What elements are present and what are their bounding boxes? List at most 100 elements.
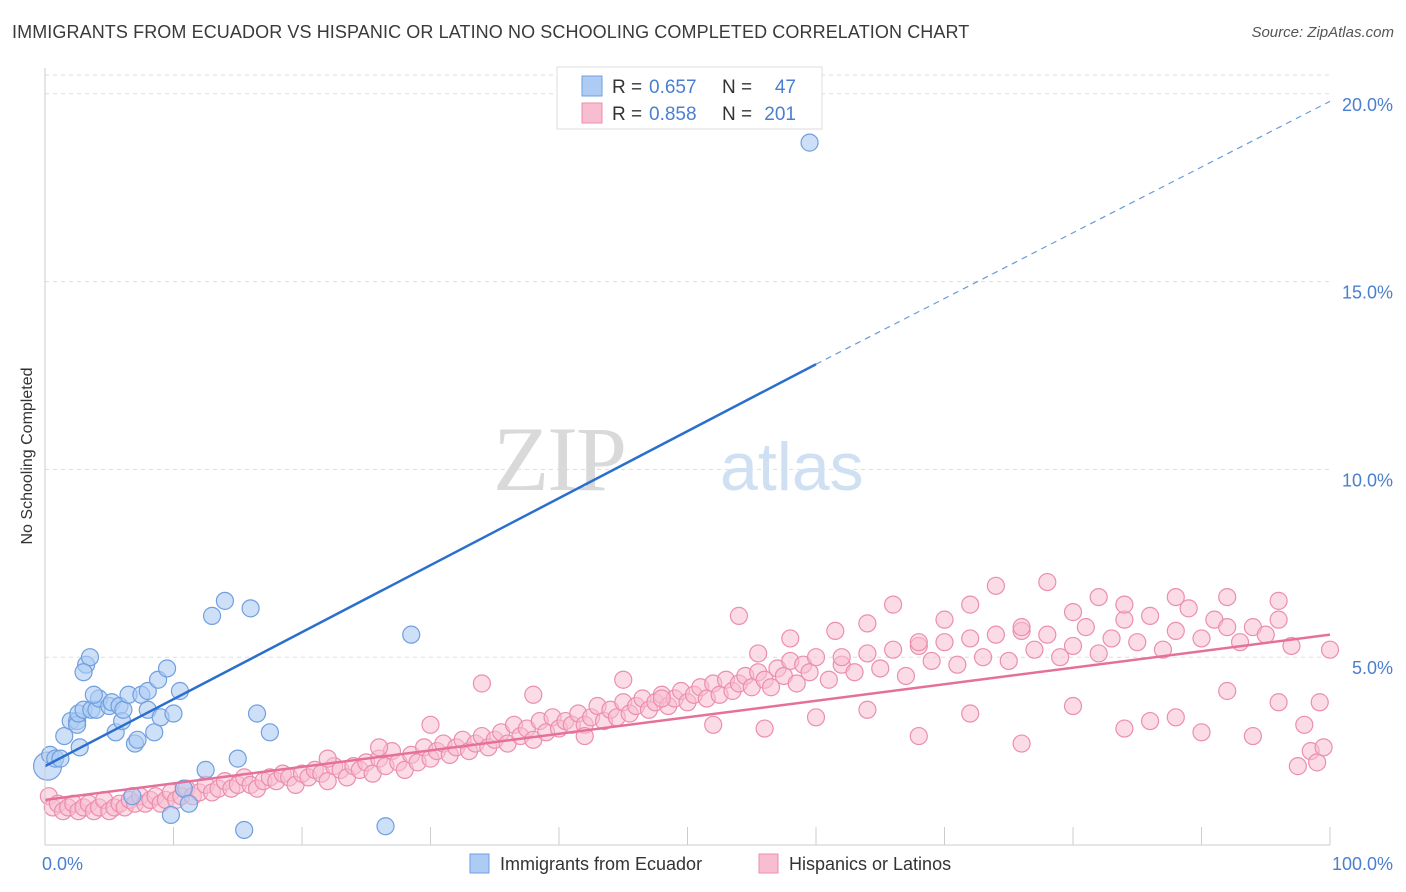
blue-point: [157, 659, 177, 678]
y-tick-label: 20.0%: [1342, 95, 1393, 115]
pink-point: [883, 640, 903, 659]
pink-point: [909, 726, 928, 746]
legend-label-blue: Immigrants from Ecuador: [500, 854, 702, 874]
stat-r-value: 0.858: [649, 104, 697, 125]
pink-point: [761, 678, 781, 697]
pink-point: [935, 633, 954, 652]
pink-point: [1089, 644, 1108, 663]
y-tick-label: 5.0%: [1352, 658, 1393, 678]
x-tick-label: 100.0%: [1332, 854, 1393, 874]
pink-point: [1063, 696, 1083, 716]
pink-point: [800, 663, 819, 682]
pink-point: [1038, 625, 1057, 644]
bottom-legend: Immigrants from Ecuador Hispanics or Lati…: [469, 853, 951, 874]
pink-point: [1218, 587, 1237, 607]
pink-point: [948, 655, 967, 674]
blue-point: [215, 591, 234, 610]
pink-point: [896, 666, 916, 686]
pink-point: [1025, 640, 1044, 659]
pink-point: [652, 689, 671, 708]
watermark: ZIP atlas: [493, 408, 864, 510]
trendlines: [44, 100, 1331, 802]
chart-title: IMMIGRANTS FROM ECUADOR VS HISPANIC OR L…: [12, 22, 970, 42]
pink-point: [318, 772, 337, 791]
pink-point: [909, 633, 928, 652]
pink-point: [1192, 629, 1211, 648]
blue-point: [800, 133, 819, 152]
pink-point: [1063, 636, 1083, 656]
pink-point: [961, 704, 980, 723]
blue-point: [80, 648, 100, 667]
pink-point: [858, 644, 877, 663]
pink-point: [781, 629, 800, 648]
blue-point: [241, 599, 260, 618]
pink-point: [755, 719, 774, 738]
pink-point: [787, 674, 806, 693]
stat-r-value: 0.657: [649, 77, 697, 98]
blue-point: [179, 794, 199, 813]
pink-point: [806, 708, 826, 727]
pink-point: [1192, 723, 1211, 742]
legend-swatch-pink: [581, 102, 603, 124]
pink-point: [832, 648, 851, 667]
pink-point: [1166, 587, 1185, 607]
blue-point: [128, 730, 147, 749]
chart-source: Source: ZipAtlas.com: [1251, 24, 1394, 41]
pink-point: [1269, 693, 1288, 712]
blue-point: [55, 726, 74, 746]
pink-point: [961, 629, 980, 648]
blue-point: [196, 760, 215, 779]
blue-point: [161, 805, 181, 825]
grid-layer: [45, 74, 1330, 658]
blue-point: [247, 704, 267, 723]
pink-point: [1012, 618, 1031, 637]
pink-point: [871, 659, 890, 678]
pink-point: [986, 625, 1006, 644]
pink-point: [1166, 708, 1185, 727]
pink-point: [421, 715, 440, 734]
legend-label-pink: Hispanics or Latinos: [789, 854, 951, 874]
pink-point: [1218, 618, 1237, 637]
pink-point: [1288, 757, 1307, 776]
pink-point: [1166, 621, 1185, 641]
pink-point: [1243, 726, 1263, 746]
pink-point: [1256, 625, 1275, 644]
pink-point: [1310, 693, 1329, 712]
pink-point: [826, 621, 845, 641]
pink-point: [1115, 595, 1134, 614]
pink-point: [1089, 587, 1108, 607]
blue-point: [402, 625, 421, 644]
pink-point: [922, 651, 941, 671]
pink-point: [1012, 734, 1031, 753]
pink-point: [1115, 719, 1134, 738]
pink-point: [1038, 572, 1057, 592]
pink-point: [961, 595, 980, 614]
pink-point: [1102, 629, 1121, 648]
watermark-atlas: atlas: [720, 429, 864, 505]
stat-r-label: R =: [612, 104, 642, 125]
pink-point: [1282, 636, 1301, 656]
blue-point: [376, 817, 395, 836]
pink-point: [370, 738, 389, 757]
axes: 5.0% 10.0% 15.0% 20.0% 0.0% 100.0%: [42, 68, 1393, 874]
stat-n-value: 47: [775, 77, 796, 98]
pink-point: [1076, 618, 1095, 637]
blue-point: [202, 606, 222, 625]
pink-point: [999, 651, 1018, 671]
pink-point: [819, 670, 838, 689]
legend-swatch-pink: [758, 853, 779, 874]
pink-point: [806, 648, 826, 667]
stats-legend: R = 0.657 N = 47 R = 0.858 N = 201: [556, 66, 823, 130]
stat-n-label: N =: [722, 77, 752, 98]
pink-point: [1063, 603, 1083, 622]
blue-points: [32, 133, 819, 840]
pink-trendline: [44, 633, 1331, 802]
blue-point: [84, 685, 103, 704]
pink-point: [1269, 610, 1288, 629]
pink-point: [524, 685, 543, 704]
blue-point: [260, 723, 279, 742]
x-tick-label: 0.0%: [42, 854, 83, 874]
pink-point: [1128, 633, 1147, 652]
pink-point: [1179, 599, 1198, 618]
